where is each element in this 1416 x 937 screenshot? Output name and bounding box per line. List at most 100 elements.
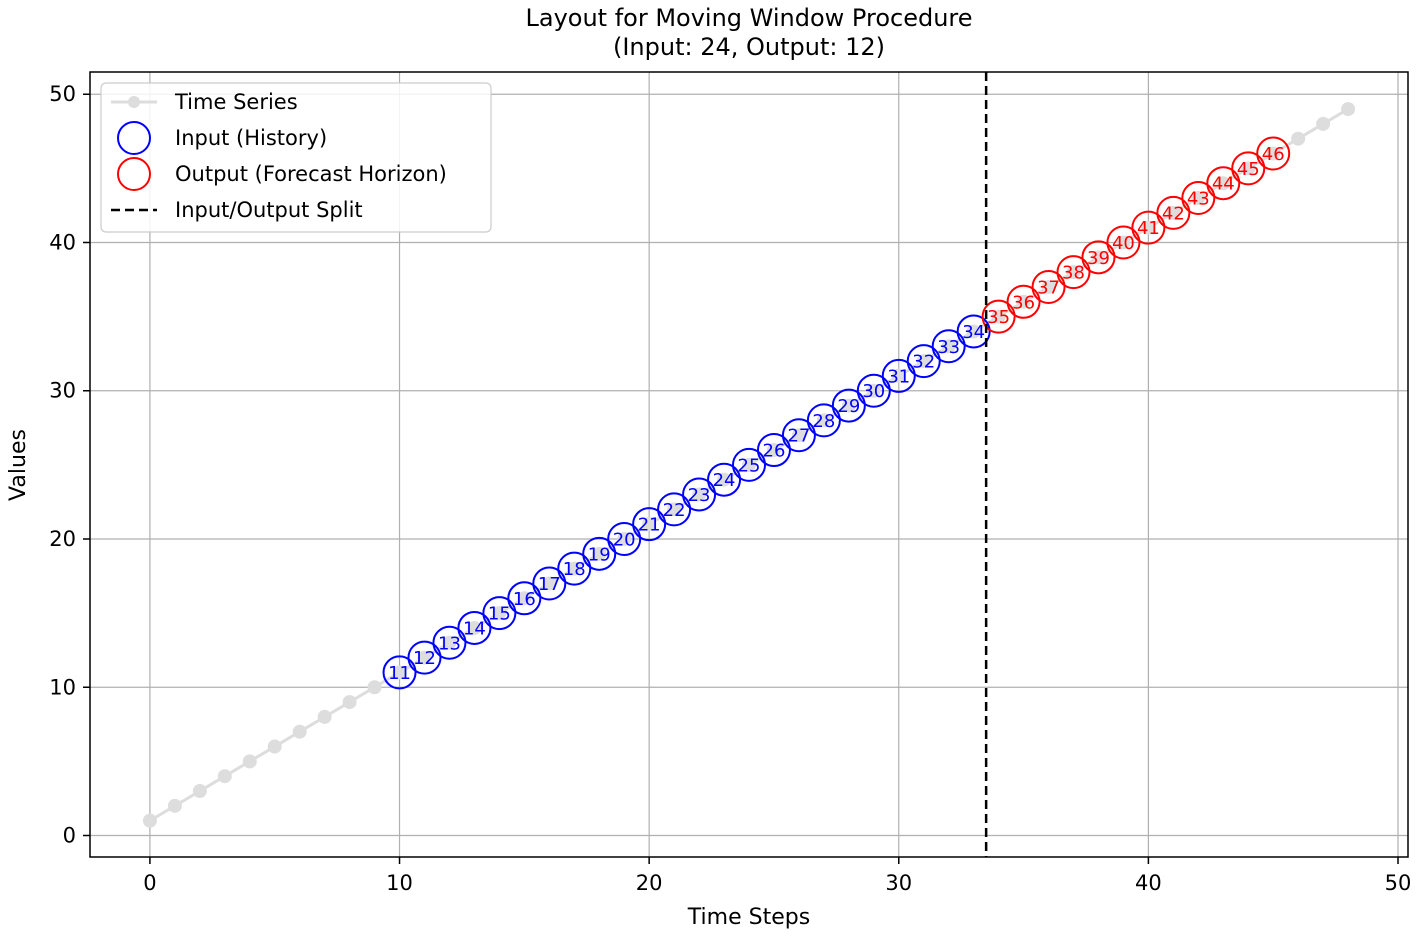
input-point-label: 23 <box>688 485 711 506</box>
time-series-point <box>1066 265 1081 280</box>
time-series-point <box>592 546 607 561</box>
input-point <box>557 551 592 586</box>
time-series-point <box>866 383 881 398</box>
input-point-label: 29 <box>837 396 860 417</box>
time-series-point <box>791 428 806 443</box>
output-point-label: 40 <box>1112 233 1135 254</box>
time-series-point <box>417 650 432 665</box>
time-series-point <box>442 635 457 650</box>
time-series-point <box>217 769 232 784</box>
y-tick-label: 30 <box>49 379 76 403</box>
output-point-label: 39 <box>1087 248 1110 269</box>
output-point-label: 38 <box>1062 263 1085 284</box>
input-point-label: 16 <box>513 589 536 610</box>
time-series-point <box>1116 235 1131 250</box>
time-series-point <box>342 695 357 710</box>
output-point <box>1156 195 1191 230</box>
output-point-label: 42 <box>1162 203 1185 224</box>
time-series-point <box>467 620 482 635</box>
input-point-label: 31 <box>887 366 910 387</box>
legend-label-input: Input (History) <box>175 126 327 150</box>
input-point <box>507 581 542 616</box>
y-axis: 0 10 20 30 40 50 <box>49 82 90 848</box>
input-point-label: 14 <box>463 618 486 639</box>
time-series-point <box>1316 116 1331 131</box>
input-point <box>781 418 816 453</box>
chart-subtitle: (Input: 24, Output: 12) <box>613 33 885 61</box>
input-point <box>457 610 492 645</box>
input-point <box>881 358 916 393</box>
time-series-point <box>617 531 632 546</box>
y-tick-label: 20 <box>49 527 76 551</box>
input-point-label: 13 <box>438 633 461 654</box>
time-series-point <box>717 472 732 487</box>
output-point <box>1006 284 1041 319</box>
x-tick-label: 20 <box>636 871 663 895</box>
output-point <box>981 299 1016 334</box>
y-tick-label: 0 <box>63 824 76 848</box>
output-point <box>1131 210 1166 245</box>
output-point-label: 45 <box>1237 159 1260 180</box>
input-point <box>432 625 467 660</box>
time-series-point <box>1241 161 1256 176</box>
legend-output-marker <box>117 157 151 191</box>
input-point <box>532 566 567 601</box>
output-point-label: 44 <box>1212 174 1235 195</box>
input-point-label: 30 <box>862 381 885 402</box>
output-point-label: 43 <box>1187 189 1210 210</box>
time-series-point <box>542 576 557 591</box>
time-series-point <box>841 398 856 413</box>
time-series-point <box>1266 146 1281 161</box>
input-point-label: 21 <box>638 515 661 536</box>
input-point <box>806 403 841 438</box>
time-series-point <box>1141 220 1156 235</box>
legend-label-time-series: Time Series <box>174 90 298 114</box>
input-point <box>906 344 941 379</box>
y-tick-label: 40 <box>49 230 76 254</box>
input-point-label: 32 <box>912 352 935 373</box>
input-point-label: 17 <box>538 574 561 595</box>
time-series-point <box>142 813 157 828</box>
time-series-point <box>642 517 657 532</box>
input-point <box>657 492 692 527</box>
legend-label-output: Output (Forecast Horizon) <box>175 162 447 186</box>
output-point <box>1231 151 1266 186</box>
time-series-point <box>991 309 1006 324</box>
input-point-label: 27 <box>787 426 810 447</box>
output-point-label: 36 <box>1012 292 1035 313</box>
input-point-label: 11 <box>388 663 411 684</box>
time-series-point <box>242 754 257 769</box>
input-point <box>856 373 891 408</box>
time-series-point <box>1016 294 1031 309</box>
input-point-label: 19 <box>588 544 611 565</box>
y-tick-label: 50 <box>49 82 76 106</box>
output-point <box>1206 166 1241 201</box>
x-axis: 0 10 20 30 40 50 <box>143 857 1411 895</box>
x-tick-label: 30 <box>885 871 912 895</box>
input-point <box>756 433 791 468</box>
output-point <box>1106 225 1141 260</box>
output-point <box>1181 181 1216 216</box>
time-series-point <box>966 324 981 339</box>
chart-title: Layout for Moving Window Procedure <box>525 4 972 32</box>
legend-label-split: Input/Output Split <box>175 198 363 222</box>
input-point <box>682 477 717 512</box>
input-point <box>382 655 417 690</box>
time-series-point <box>267 739 282 754</box>
input-point <box>632 507 667 542</box>
input-point <box>482 596 517 631</box>
time-series-point <box>567 561 582 576</box>
input-point <box>831 388 866 423</box>
input-point <box>582 536 617 571</box>
legend-box <box>100 82 492 233</box>
time-series-point <box>317 709 332 724</box>
input-point-label: 33 <box>937 337 960 358</box>
time-series-point <box>367 680 382 695</box>
time-series-point <box>517 591 532 606</box>
plot-frame <box>89 71 1409 858</box>
time-series-point <box>1291 131 1306 146</box>
output-point <box>1056 255 1091 290</box>
y-tick-label: 10 <box>49 675 76 699</box>
output-point-label: 35 <box>987 307 1010 328</box>
